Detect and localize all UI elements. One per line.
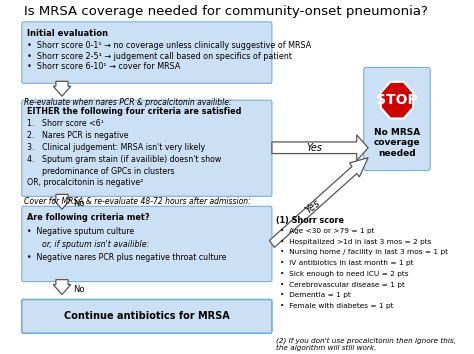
Polygon shape bbox=[270, 158, 368, 247]
FancyBboxPatch shape bbox=[22, 299, 272, 333]
Text: Re-evaluate when nares PCR & procalcitonin availible:: Re-evaluate when nares PCR & procalciton… bbox=[24, 98, 231, 107]
Polygon shape bbox=[53, 280, 71, 295]
Text: •  Hospitalized >1d in last 3 mos = 2 pts: • Hospitalized >1d in last 3 mos = 2 pts bbox=[280, 239, 431, 245]
FancyBboxPatch shape bbox=[364, 67, 430, 171]
Text: No: No bbox=[73, 199, 85, 208]
Text: •  IV antibiotics in last month = 1 pt: • IV antibiotics in last month = 1 pt bbox=[280, 260, 413, 266]
Text: •  Sick enough to need ICU = 2 pts: • Sick enough to need ICU = 2 pts bbox=[280, 271, 408, 277]
Text: 3.   Clinical judgement: MRSA isn't very likely: 3. Clinical judgement: MRSA isn't very l… bbox=[27, 143, 205, 152]
Text: Cover for MRSA & re-evaluate 48-72 hours after admission:: Cover for MRSA & re-evaluate 48-72 hours… bbox=[24, 197, 250, 206]
Text: •  Cerebrovascular disease = 1 pt: • Cerebrovascular disease = 1 pt bbox=[280, 282, 405, 287]
Text: •  Shorr score 2-5¹ → judgement call based on specifics of patient: • Shorr score 2-5¹ → judgement call base… bbox=[27, 52, 292, 61]
Text: Initial evaluation: Initial evaluation bbox=[27, 29, 108, 38]
Polygon shape bbox=[53, 81, 71, 96]
Text: •  Female with diabetes = 1 pt: • Female with diabetes = 1 pt bbox=[280, 303, 393, 309]
FancyBboxPatch shape bbox=[22, 22, 272, 83]
Text: •  Nursing home / facility in last 3 mos = 1 pt: • Nursing home / facility in last 3 mos … bbox=[280, 250, 448, 256]
Text: •  Dementia = 1 pt: • Dementia = 1 pt bbox=[280, 292, 351, 298]
Text: predominance of GPCs in clusters: predominance of GPCs in clusters bbox=[27, 167, 174, 176]
Text: Is MRSA coverage needed for community-onset pneumonia?: Is MRSA coverage needed for community-on… bbox=[24, 5, 428, 18]
Text: Continue antibiotics for MRSA: Continue antibiotics for MRSA bbox=[64, 311, 230, 321]
Text: (1) Shorr score: (1) Shorr score bbox=[276, 216, 344, 225]
Text: No: No bbox=[73, 285, 85, 293]
Polygon shape bbox=[53, 194, 71, 209]
Text: •  Negative sputum culture: • Negative sputum culture bbox=[27, 227, 134, 236]
FancyBboxPatch shape bbox=[22, 100, 272, 196]
Polygon shape bbox=[272, 135, 368, 161]
Text: Are following criteria met?: Are following criteria met? bbox=[27, 213, 150, 222]
Text: Yes: Yes bbox=[306, 143, 322, 153]
Text: •  Shorr score 6-10¹ → cover for MRSA: • Shorr score 6-10¹ → cover for MRSA bbox=[27, 62, 181, 72]
Text: 2.   Nares PCR is negative: 2. Nares PCR is negative bbox=[27, 131, 128, 140]
Text: •  Shorr score 0-1¹ → no coverage unless clinically suggestive of MRSA: • Shorr score 0-1¹ → no coverage unless … bbox=[27, 41, 311, 50]
Text: (2) If you don't use procalcitonin then ignore this,
the algorithm will still wo: (2) If you don't use procalcitonin then … bbox=[276, 337, 456, 351]
Text: •  Age <30 or >79 = 1 pt: • Age <30 or >79 = 1 pt bbox=[280, 228, 374, 234]
Text: STOP: STOP bbox=[376, 93, 418, 107]
Text: EITHER the following four criteria are satisfied: EITHER the following four criteria are s… bbox=[27, 107, 241, 116]
Text: 1.   Shorr score <6¹: 1. Shorr score <6¹ bbox=[27, 119, 104, 128]
Text: or, if sputum isn't availible:: or, if sputum isn't availible: bbox=[27, 240, 149, 249]
Text: Yes: Yes bbox=[304, 198, 322, 216]
Text: •  Negative nares PCR plus negative throat culture: • Negative nares PCR plus negative throa… bbox=[27, 253, 227, 262]
Text: 4.   Sputum gram stain (if availible) doesn't show: 4. Sputum gram stain (if availible) does… bbox=[27, 155, 221, 164]
Text: OR, procalcitonin is negative²: OR, procalcitonin is negative² bbox=[27, 178, 143, 188]
Text: No MRSA
coverage
needed: No MRSA coverage needed bbox=[374, 128, 420, 158]
Polygon shape bbox=[381, 82, 413, 119]
FancyBboxPatch shape bbox=[22, 206, 272, 282]
